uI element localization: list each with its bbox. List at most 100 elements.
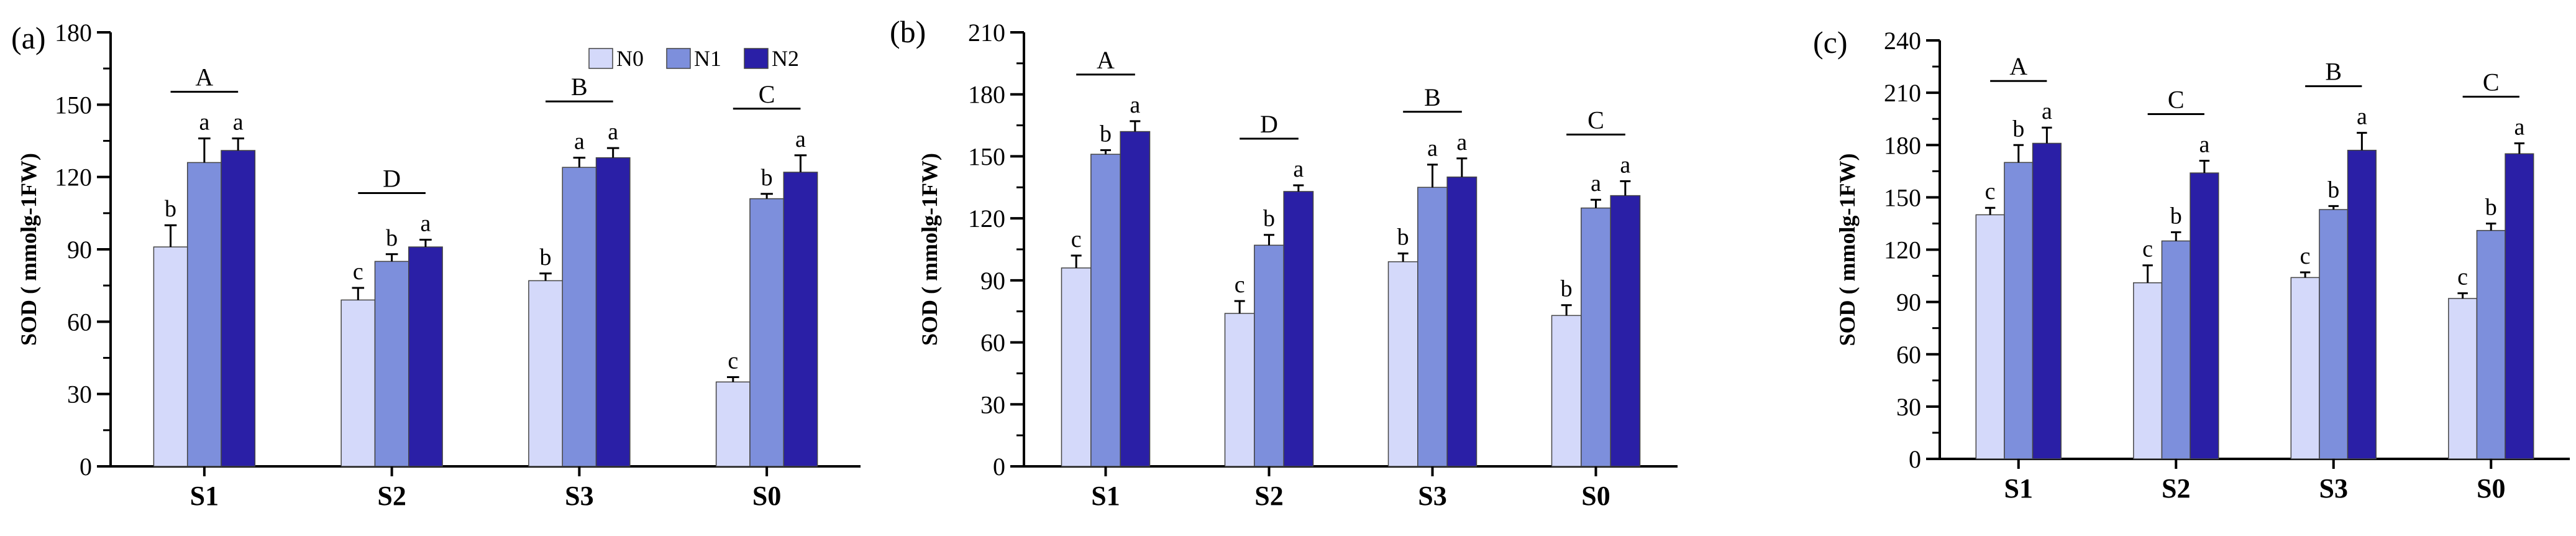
bar-n2-s1 bbox=[1120, 131, 1151, 467]
bar-n2-s0 bbox=[783, 172, 818, 467]
significance-letter: c bbox=[1235, 272, 1245, 298]
significance-letter: a bbox=[795, 126, 806, 152]
significance-letter: b bbox=[2327, 177, 2339, 203]
x-tick-label: S0 bbox=[1581, 481, 1610, 511]
significance-letter: c bbox=[1985, 178, 1996, 205]
significance-letter: a bbox=[1427, 136, 1438, 162]
significance-letter: b bbox=[1397, 224, 1409, 251]
panel-label: (b) bbox=[890, 14, 926, 49]
y-tick-label: 150 bbox=[1884, 183, 1921, 211]
significance-letter: a bbox=[2514, 114, 2524, 140]
bar-n2-s3 bbox=[595, 157, 631, 467]
y-tick-label: 120 bbox=[968, 205, 1005, 233]
y-axis-title: SOD ( mmolg-1FW) bbox=[1835, 154, 1860, 346]
bar-n1-s1 bbox=[186, 162, 222, 467]
x-tick-label: S3 bbox=[1418, 481, 1446, 511]
y-tick-label: 60 bbox=[67, 308, 92, 336]
x-tick-label: S3 bbox=[2319, 473, 2348, 504]
y-tick-label: 0 bbox=[1909, 445, 1921, 473]
group-letter: A bbox=[1097, 46, 1115, 74]
legend-label: N0 bbox=[616, 46, 644, 71]
y-tick-label: 90 bbox=[1896, 289, 1921, 317]
chart-panel-3: (c) SOD ( mmolg-1FW) 0 30 60 90 120 150 180 210 24… bbox=[1813, 25, 2570, 504]
bar-n1-s3 bbox=[1417, 187, 1448, 467]
legend-label: N2 bbox=[772, 46, 799, 71]
bar-n1-s3 bbox=[562, 167, 597, 467]
bar-n0-s0 bbox=[2448, 298, 2478, 460]
group-letter: B bbox=[1424, 83, 1441, 111]
group-letter: D bbox=[1260, 110, 1278, 138]
significance-letter: b bbox=[1263, 206, 1275, 232]
bar-n0-s0 bbox=[715, 381, 751, 467]
bar-n0-s0 bbox=[1551, 315, 1582, 467]
x-tick-label: S1 bbox=[2004, 473, 2033, 504]
y-tick-label: 0 bbox=[993, 453, 1005, 481]
group-letter: C bbox=[2168, 85, 2185, 113]
group-letter: A bbox=[2009, 52, 2027, 80]
y-tick-label: 180 bbox=[968, 81, 1005, 109]
significance-letter: c bbox=[728, 348, 738, 374]
significance-letter: a bbox=[574, 129, 585, 155]
significance-letter: c bbox=[1071, 226, 1082, 252]
y-tick-label: 180 bbox=[55, 19, 92, 47]
legend-swatch-n1 bbox=[666, 48, 691, 69]
bar-n1-s1 bbox=[1090, 154, 1121, 467]
group-letter: B bbox=[2325, 58, 2342, 86]
significance-letter: a bbox=[199, 109, 209, 136]
significance-letter: b bbox=[2485, 194, 2497, 220]
y-tick-label: 60 bbox=[1896, 341, 1921, 369]
significance-letter: b bbox=[386, 225, 398, 251]
x-tick-label: S0 bbox=[2477, 473, 2505, 504]
bar-n1-s0 bbox=[1581, 207, 1611, 467]
significance-letter: c bbox=[2300, 243, 2311, 269]
y-tick-label: 180 bbox=[1884, 131, 1921, 159]
chart-panel-2: (b) SOD ( mmolg-1FW) 0 30 60 90 120 150 180 210 c b… bbox=[890, 14, 1678, 511]
bar-n0-s1 bbox=[153, 246, 188, 467]
significance-letter: a bbox=[1591, 170, 1601, 196]
significance-letter: b bbox=[540, 244, 552, 270]
panel-label: (c) bbox=[1813, 25, 1848, 60]
y-axis-title: SOD ( mmolg-1FW) bbox=[917, 153, 942, 346]
bar-n1-s0 bbox=[749, 198, 785, 467]
bar-n0-s3 bbox=[2290, 277, 2320, 460]
y-tick-label: 30 bbox=[67, 381, 92, 409]
bar-n0-s3 bbox=[528, 280, 563, 467]
significance-letter: c bbox=[353, 259, 363, 285]
bar-n0-s3 bbox=[1387, 261, 1418, 467]
x-tick-label: S1 bbox=[1091, 481, 1120, 511]
panel-label: (a) bbox=[11, 21, 46, 55]
bar-n2-s2 bbox=[1283, 191, 1314, 467]
bar-n1-s2 bbox=[1254, 244, 1284, 467]
x-tick-label: S2 bbox=[1254, 481, 1283, 511]
significance-letter: b bbox=[1561, 276, 1573, 302]
bar-n1-s0 bbox=[2476, 229, 2506, 460]
y-axis-title: SOD ( mmolg-1FW) bbox=[16, 153, 41, 346]
bar-n2-s0 bbox=[2505, 153, 2534, 460]
y-tick-label: 240 bbox=[1884, 27, 1921, 55]
bar-n0-s1 bbox=[1975, 214, 2005, 460]
significance-letter: b bbox=[165, 196, 176, 222]
bar-n1-s2 bbox=[2161, 240, 2191, 460]
y-tick-label: 120 bbox=[1884, 236, 1921, 264]
y-tick-label: 90 bbox=[980, 267, 1005, 295]
y-tick-label: 210 bbox=[1884, 79, 1921, 107]
bar-n2-s0 bbox=[1610, 195, 1641, 467]
group-letter: C bbox=[1587, 106, 1604, 134]
significance-letter: a bbox=[1620, 152, 1630, 178]
significance-letter: a bbox=[1130, 92, 1140, 118]
significance-letter: a bbox=[608, 119, 618, 145]
legend-label: N1 bbox=[694, 46, 721, 71]
significance-letter: c bbox=[2142, 236, 2153, 262]
y-tick-label: 30 bbox=[1896, 393, 1921, 421]
x-tick-label: S2 bbox=[377, 481, 406, 511]
bar-n1-s1 bbox=[2004, 162, 2034, 460]
y-tick-label: 150 bbox=[55, 91, 92, 119]
x-tick-label: S1 bbox=[190, 481, 219, 511]
group-letter: A bbox=[195, 63, 213, 91]
bar-n0-s1 bbox=[1061, 267, 1092, 467]
significance-letter: a bbox=[1456, 129, 1467, 155]
significance-letter: b bbox=[1100, 121, 1112, 147]
significance-letter: a bbox=[1293, 156, 1304, 182]
group-letter: C bbox=[2483, 68, 2500, 96]
